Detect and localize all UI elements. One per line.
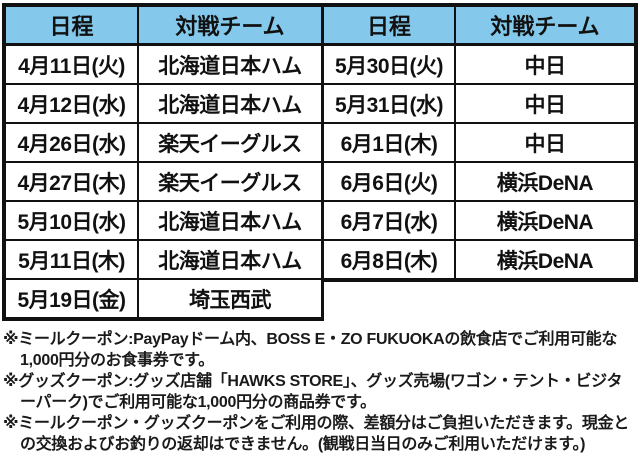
team-cell: 横浜DeNA	[454, 239, 637, 281]
date-cell: 6月7日(水)	[324, 200, 456, 241]
schedule-table-right: 日程 対戦チーム 5月30日(火) 中日 5月31日(水) 中日 6月1日(木) 中日 6月…	[324, 3, 638, 282]
schedule-tables: 日程 対戦チーム 4月11日(火) 北海道日本ハム 4月12日(水) 北海道日本ハム 4…	[2, 3, 638, 321]
footnote-usage-terms: ※ミールクーポン・グッズクーポンをご利用の際、差額分はご負担いただきます。現金と…	[3, 415, 629, 453]
table-row: 6月6日(火) 横浜DeNA	[324, 161, 637, 202]
table-row: 5月31日(水) 中日	[324, 83, 637, 124]
team-cell: 北海道日本ハム	[137, 43, 324, 85]
date-cell: 6月8日(木)	[324, 239, 456, 281]
date-cell: 6月6日(火)	[324, 161, 456, 202]
date-cell: 4月27日(木)	[3, 161, 139, 202]
date-cell: 5月11日(木)	[3, 239, 139, 280]
footnotes: ※ミールクーポン:PayPayドーム内、BOSS E・ZO FUKUOKAの飲食…	[0, 321, 640, 455]
team-cell: 横浜DeNA	[454, 200, 637, 241]
table-row: 4月12日(水) 北海道日本ハム	[3, 83, 324, 124]
table-row: 5月11日(木) 北海道日本ハム	[3, 239, 324, 280]
date-cell: 5月19日(金)	[3, 278, 139, 320]
team-cell: 中日	[454, 83, 637, 124]
team-cell: 中日	[454, 122, 637, 163]
table-row: 6月7日(水) 横浜DeNA	[324, 200, 637, 241]
header-row: 日程 対戦チーム	[3, 4, 324, 46]
table-row: 5月19日(金) 埼玉西武	[3, 278, 324, 320]
table-row: 5月30日(火) 中日	[324, 43, 637, 85]
table-row: 4月27日(木) 楽天イーグルス	[3, 161, 324, 202]
table-row: 6月1日(木) 中日	[324, 122, 637, 163]
header-date: 日程	[3, 4, 139, 46]
date-cell: 5月30日(火)	[324, 43, 456, 85]
date-cell: 5月31日(水)	[324, 83, 456, 124]
schedule-table-left: 日程 対戦チーム 4月11日(火) 北海道日本ハム 4月12日(水) 北海道日本ハム 4…	[2, 3, 324, 321]
team-cell: 楽天イーグルス	[137, 161, 324, 202]
team-cell: 横浜DeNA	[454, 161, 637, 202]
table-row: 5月10日(水) 北海道日本ハム	[3, 200, 324, 241]
table-row: 6月8日(木) 横浜DeNA	[324, 239, 637, 281]
team-cell: 北海道日本ハム	[137, 200, 324, 241]
team-cell: 北海道日本ハム	[137, 83, 324, 124]
team-cell: 中日	[454, 43, 637, 85]
footnote-meal-coupon: ※ミールクーポン:PayPayドーム内、BOSS E・ZO FUKUOKAの飲食…	[3, 331, 618, 369]
date-cell: 4月11日(火)	[3, 43, 139, 85]
header-team: 対戦チーム	[454, 4, 637, 46]
header-team: 対戦チーム	[137, 4, 324, 46]
date-cell: 4月12日(水)	[3, 83, 139, 124]
date-cell: 5月10日(水)	[3, 200, 139, 241]
team-cell: 埼玉西武	[137, 278, 324, 320]
team-cell: 北海道日本ハム	[137, 239, 324, 280]
header-row: 日程 対戦チーム	[324, 4, 637, 46]
footnote-goods-coupon: ※グッズクーポン:グッズ店舗「HAWKS STORE」、グッズ売場(ワゴン・テン…	[3, 373, 623, 411]
table-row: 4月11日(火) 北海道日本ハム	[3, 43, 324, 85]
table-row: 4月26日(水) 楽天イーグルス	[3, 122, 324, 163]
date-cell: 6月1日(木)	[324, 122, 456, 163]
team-cell: 楽天イーグルス	[137, 122, 324, 163]
header-date: 日程	[324, 4, 456, 46]
date-cell: 4月26日(水)	[3, 122, 139, 163]
